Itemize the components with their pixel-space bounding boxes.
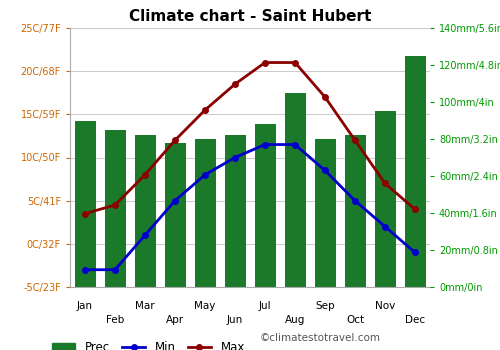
Bar	[164, 143, 186, 287]
Bar	[404, 56, 425, 287]
Text: Nov: Nov	[375, 301, 395, 311]
Text: Oct: Oct	[346, 315, 364, 325]
Text: Apr: Apr	[166, 315, 184, 325]
Text: Mar: Mar	[135, 301, 155, 311]
Title: Climate chart - Saint Hubert: Climate chart - Saint Hubert	[129, 9, 371, 24]
Bar	[134, 135, 156, 287]
Bar	[254, 124, 276, 287]
Text: May: May	[194, 301, 216, 311]
Bar	[374, 111, 396, 287]
Bar	[224, 135, 246, 287]
Text: Aug: Aug	[285, 315, 305, 325]
Text: Feb: Feb	[106, 315, 124, 325]
Bar	[344, 135, 366, 287]
Bar	[74, 120, 96, 287]
Bar	[194, 139, 216, 287]
Text: Sep: Sep	[315, 301, 335, 311]
Text: Dec: Dec	[405, 315, 425, 325]
Text: Jul: Jul	[258, 301, 272, 311]
Text: Jan: Jan	[77, 301, 93, 311]
Text: ©climatestotravel.com: ©climatestotravel.com	[260, 333, 381, 343]
Text: Jun: Jun	[227, 315, 243, 325]
Bar	[314, 139, 336, 287]
Legend: Prec, Min, Max: Prec, Min, Max	[47, 336, 250, 350]
Bar	[104, 130, 126, 287]
Bar	[284, 93, 306, 287]
